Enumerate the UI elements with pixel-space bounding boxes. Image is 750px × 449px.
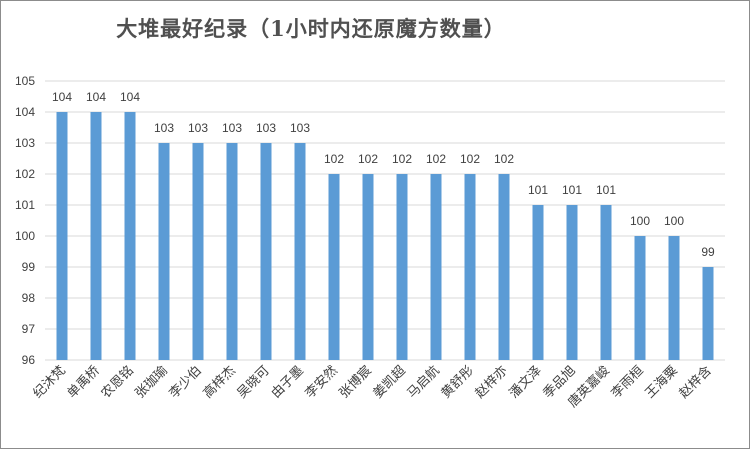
bar: [362, 174, 374, 360]
y-tick-label: 96: [22, 353, 36, 367]
category-label: 吴晓可: [235, 363, 273, 401]
category-label: 马启航: [404, 363, 443, 402]
data-labels: 104 104 104 103 103 103 103 103 102 102 102 102 102 1…: [52, 90, 715, 259]
category-label: 张博宸: [336, 363, 375, 402]
category-labels: 纪沐梵单禹桥农恩铭张珈瑜李少伯高梓杰吴晓可由子墨李安然张博宸姜凯超马启航黄舒彤赵…: [31, 363, 715, 411]
data-label: 102: [392, 152, 412, 166]
data-label: 100: [630, 214, 650, 228]
data-label: 101: [528, 183, 548, 197]
category-label: 高梓杰: [200, 363, 239, 402]
bar: [328, 174, 340, 360]
bar: [226, 143, 238, 360]
bars: [56, 112, 714, 360]
category-label: 农恩铭: [99, 363, 137, 401]
data-label: 102: [426, 152, 446, 166]
data-label: 100: [664, 214, 684, 228]
category-label: 李安然: [302, 363, 341, 402]
data-label: 101: [562, 183, 582, 197]
data-label: 103: [290, 121, 310, 135]
bar: [430, 174, 442, 360]
category-label: 张珈瑜: [133, 363, 171, 401]
gridlines: [45, 80, 725, 361]
data-label: 104: [52, 90, 72, 104]
data-label: 102: [324, 152, 344, 166]
category-label: 王海粟: [643, 363, 681, 401]
bar: [56, 112, 68, 360]
bar: [90, 112, 102, 360]
data-label: 102: [358, 152, 378, 166]
category-label: 姜凯超: [371, 363, 409, 401]
y-tick-label: 102: [15, 167, 35, 181]
data-label: 103: [188, 121, 208, 135]
bar: [498, 174, 510, 360]
bar: [464, 174, 476, 360]
data-label: 103: [154, 121, 174, 135]
category-label: 单禹桥: [65, 363, 103, 401]
data-label: 104: [86, 90, 106, 104]
data-label: 104: [120, 90, 140, 104]
y-tick-label: 98: [22, 291, 36, 305]
y-tick-label: 104: [15, 105, 35, 119]
data-label: 101: [596, 183, 616, 197]
y-tick-label: 103: [15, 136, 35, 150]
bar: [668, 236, 680, 360]
bar: [396, 174, 408, 360]
y-axis: 96 97 98 99 100 101 102 103 104 105: [15, 74, 35, 367]
bar: [294, 143, 306, 360]
y-tick-label: 100: [15, 229, 35, 243]
data-label: 99: [701, 245, 715, 259]
y-tick-label: 105: [15, 74, 35, 88]
data-label: 102: [494, 152, 514, 166]
bar: [192, 143, 204, 360]
bar: [158, 143, 170, 360]
data-label: 102: [460, 152, 480, 166]
category-label: 赵梓亦: [472, 363, 511, 402]
category-label: 纪沐梵: [31, 363, 69, 401]
bar: [634, 236, 646, 360]
category-label: 由子墨: [269, 363, 307, 401]
bar: [532, 205, 544, 360]
y-tick-label: 101: [15, 198, 35, 212]
category-label: 赵梓含: [676, 363, 715, 402]
data-label: 103: [256, 121, 276, 135]
data-label: 103: [222, 121, 242, 135]
category-label: 李少伯: [167, 363, 205, 401]
y-tick-label: 97: [22, 322, 36, 336]
bar: [566, 205, 578, 360]
category-label: 李雨桓: [609, 363, 647, 401]
bar: [260, 143, 272, 360]
bar: [124, 112, 136, 360]
category-label: 黄舒彤: [439, 363, 477, 401]
chart-title: 大堆最好纪录（1小时内还原魔方数量）: [116, 16, 506, 41]
bar: [600, 205, 612, 360]
bar: [702, 267, 714, 360]
category-label: 潘文泽: [507, 363, 545, 401]
y-tick-label: 99: [22, 260, 36, 274]
